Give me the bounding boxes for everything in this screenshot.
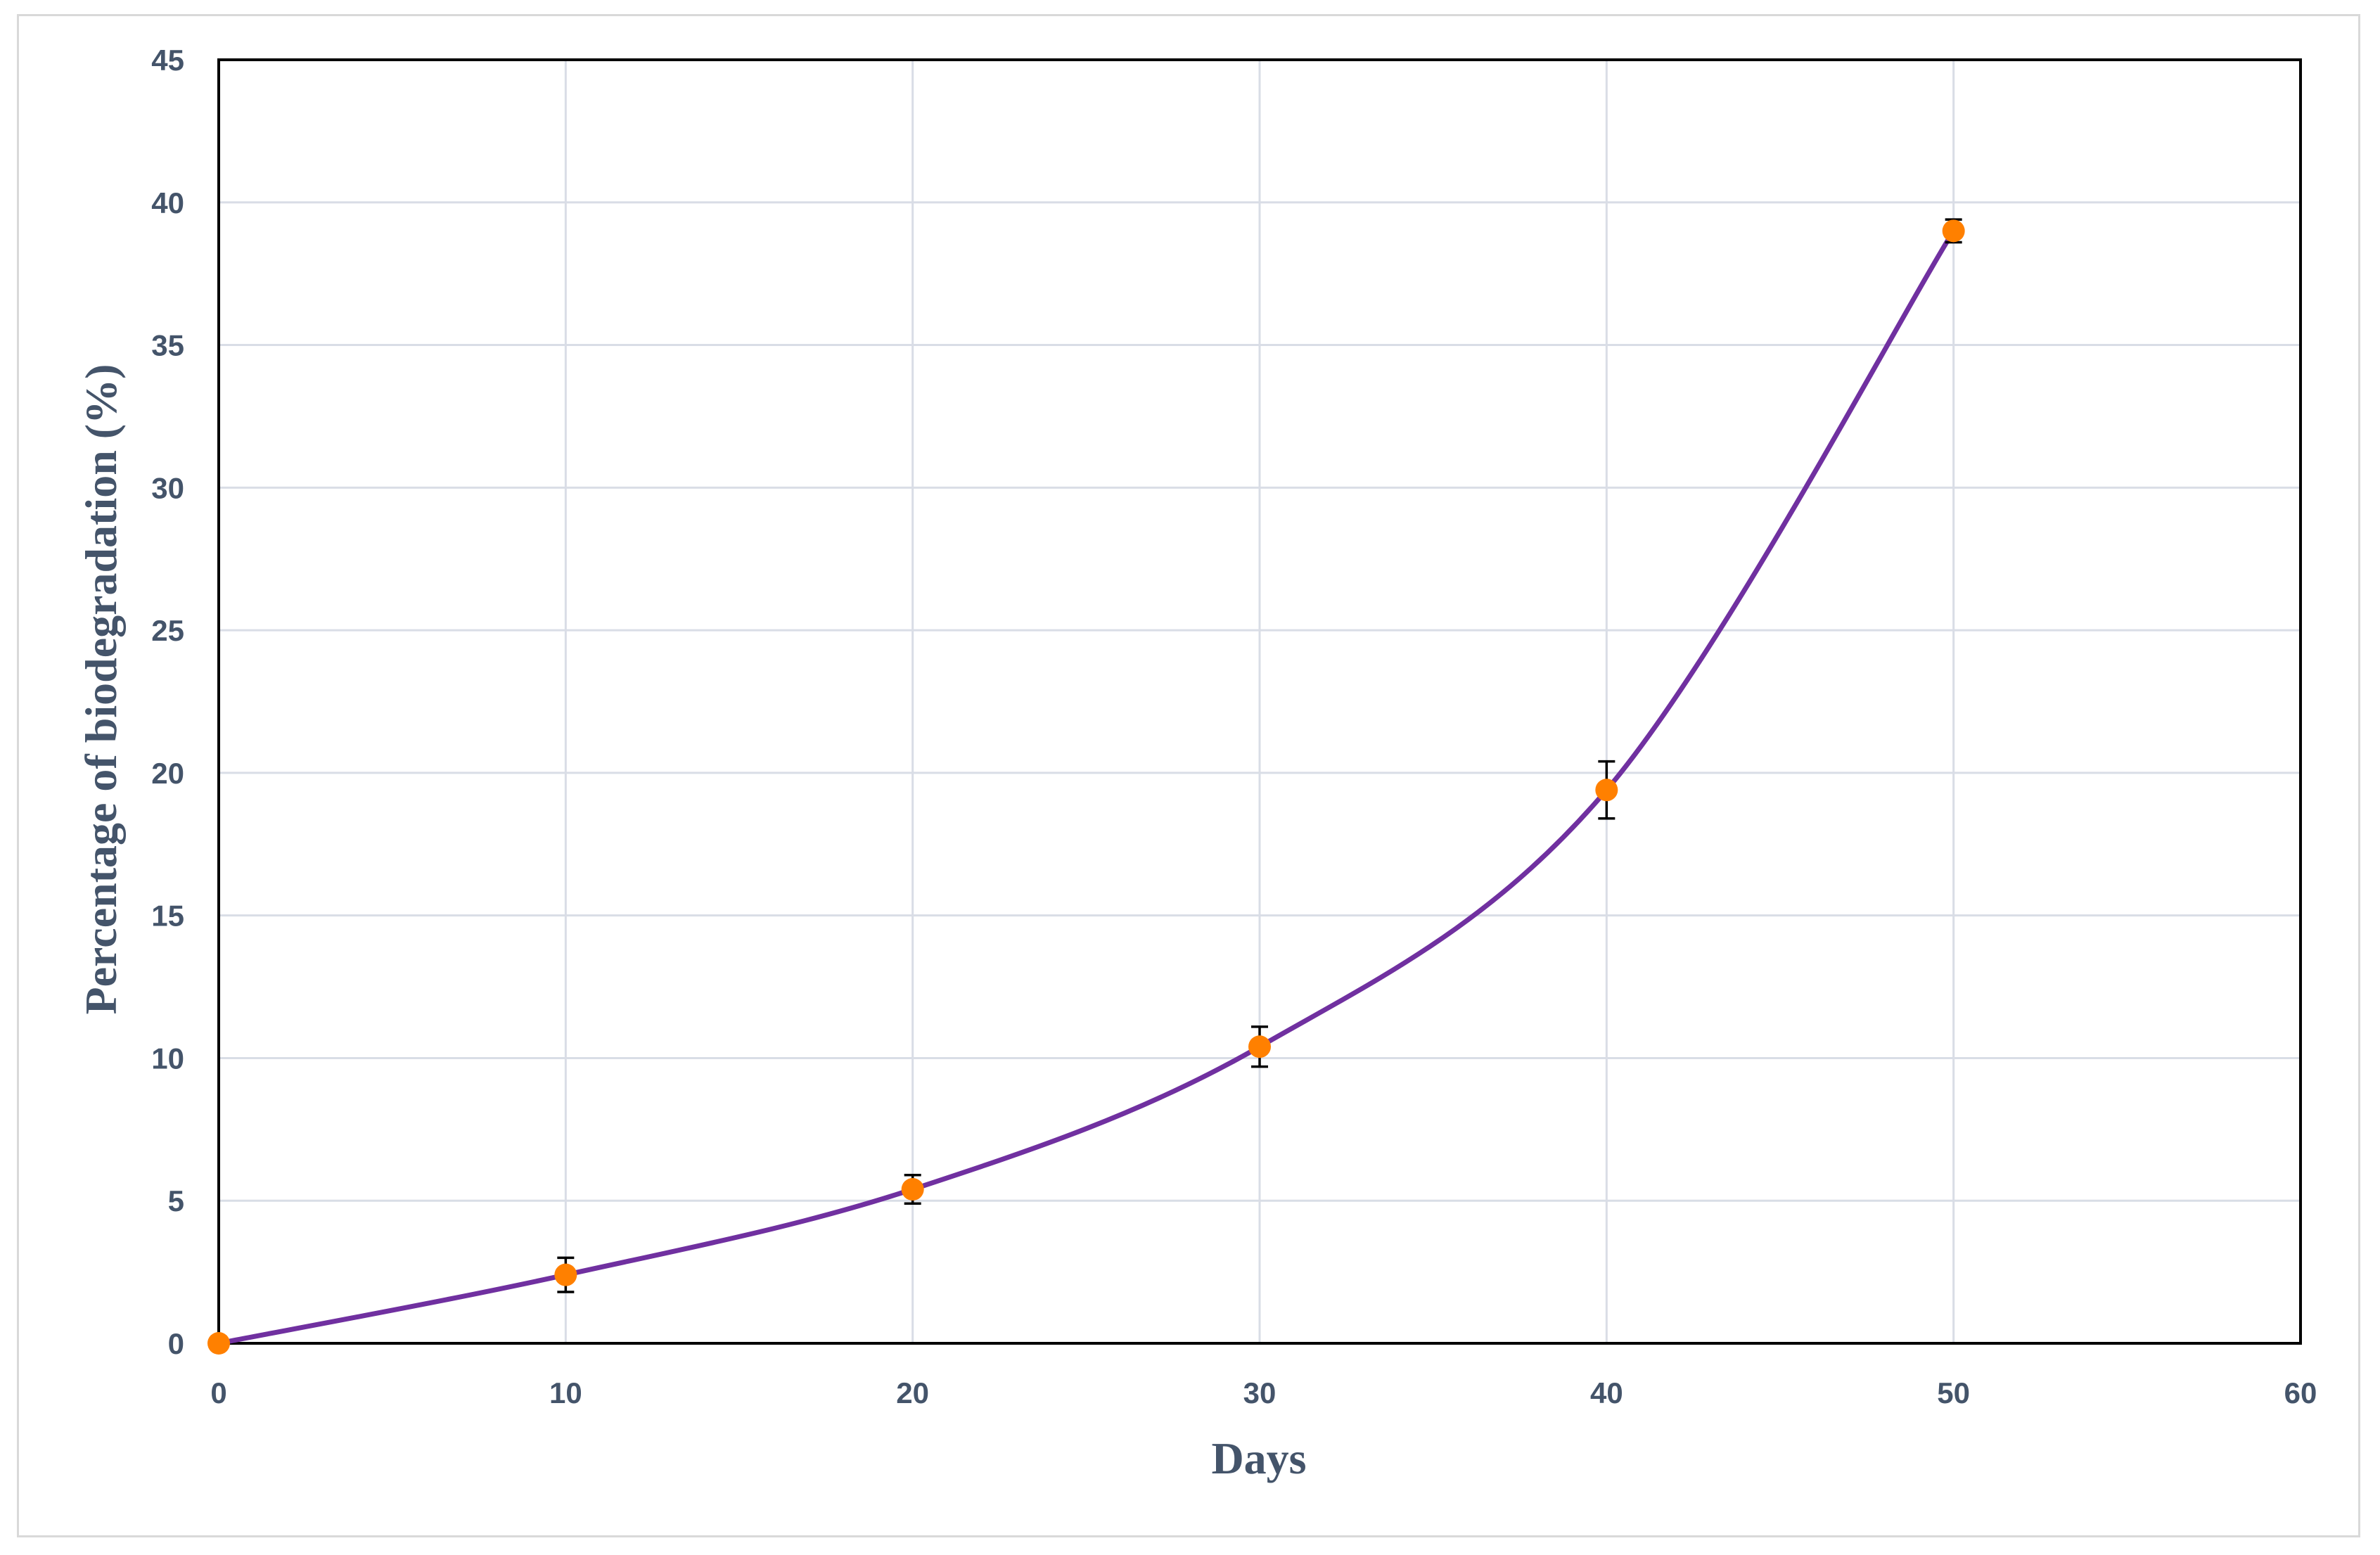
plot-area-border	[217, 58, 2302, 1345]
y-tick-label: 10	[151, 1042, 184, 1075]
data-point	[1942, 219, 1965, 243]
y-tick-label: 0	[168, 1327, 184, 1360]
x-tick-label: 10	[549, 1376, 582, 1409]
x-axis-title: Days	[1211, 1433, 1306, 1483]
data-point	[207, 1332, 230, 1355]
x-tick-label: 0	[210, 1376, 226, 1409]
chart-frame	[17, 14, 2360, 1537]
y-tick-label: 30	[151, 471, 184, 504]
grid-lines	[217, 58, 2302, 1345]
y-tick-label: 35	[151, 329, 184, 362]
y-tick-label: 20	[151, 757, 184, 790]
y-tick-label: 45	[151, 44, 184, 77]
data-point	[554, 1263, 577, 1286]
data-point	[901, 1178, 924, 1201]
data-points	[207, 219, 1965, 1355]
y-tick-label: 5	[168, 1184, 184, 1217]
data-point	[1595, 779, 1618, 802]
x-tick-label: 40	[1590, 1376, 1623, 1409]
y-axis-title: Percentage of biodegradation (%)	[76, 364, 126, 1015]
x-tick-label: 20	[896, 1376, 929, 1409]
data-point	[1248, 1035, 1271, 1058]
y-tick-label: 25	[151, 614, 184, 647]
y-axis-ticks: 0 5 10 15 20 25 30 35 40 45	[151, 44, 184, 1360]
series-line	[216, 228, 1957, 1346]
x-axis-ticks: 0 10 20 30 40 50 60	[210, 1376, 2317, 1409]
x-tick-label: 50	[1937, 1376, 1970, 1409]
y-tick-label: 15	[151, 900, 184, 933]
x-tick-label: 60	[2284, 1376, 2317, 1409]
x-tick-label: 30	[1243, 1376, 1277, 1409]
y-tick-label: 40	[151, 186, 184, 219]
